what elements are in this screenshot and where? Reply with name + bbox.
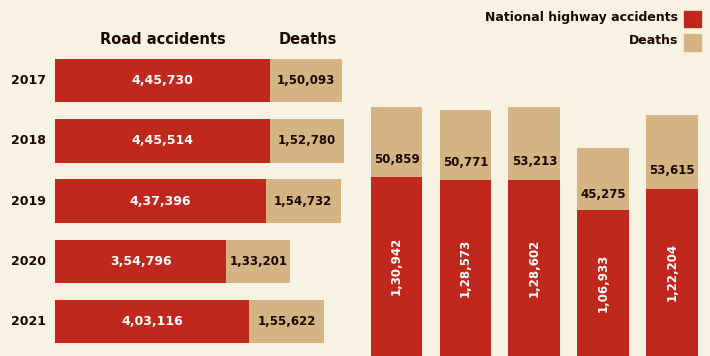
Bar xyxy=(55,300,249,344)
Text: 53,615: 53,615 xyxy=(649,164,695,177)
Text: 1,55,622: 1,55,622 xyxy=(258,315,316,328)
Text: 1,30,942: 1,30,942 xyxy=(390,237,403,295)
Bar xyxy=(439,180,491,356)
Text: 2020: 2020 xyxy=(11,255,46,268)
Text: 50,771: 50,771 xyxy=(442,156,488,169)
Text: 4,03,116: 4,03,116 xyxy=(121,315,183,328)
Text: 1,06,933: 1,06,933 xyxy=(596,254,610,312)
Text: 2021: 2021 xyxy=(11,315,46,328)
Text: 4,45,514: 4,45,514 xyxy=(131,134,193,147)
FancyBboxPatch shape xyxy=(684,34,701,51)
FancyBboxPatch shape xyxy=(684,11,701,27)
Text: 1,50,093: 1,50,093 xyxy=(277,74,335,87)
Bar xyxy=(55,59,270,102)
Bar xyxy=(646,115,698,189)
Bar xyxy=(270,119,344,163)
Text: 50,859: 50,859 xyxy=(373,153,420,166)
Text: 45,275: 45,275 xyxy=(580,188,626,200)
Text: 4,37,396: 4,37,396 xyxy=(130,195,191,208)
Bar xyxy=(226,240,290,283)
Text: 53,213: 53,213 xyxy=(512,155,557,168)
Bar xyxy=(249,300,324,344)
Text: 2017: 2017 xyxy=(11,74,46,87)
Text: Road accidents: Road accidents xyxy=(99,32,225,47)
Bar xyxy=(55,119,270,163)
Bar xyxy=(371,107,422,177)
Text: 1,33,201: 1,33,201 xyxy=(229,255,288,268)
Text: 3,54,796: 3,54,796 xyxy=(110,255,171,268)
Text: 4,45,730: 4,45,730 xyxy=(131,74,193,87)
Text: 1,22,204: 1,22,204 xyxy=(665,243,679,302)
Text: 1,54,732: 1,54,732 xyxy=(274,195,332,208)
Text: National highway accidents: National highway accidents xyxy=(486,11,678,24)
Bar xyxy=(508,180,560,356)
Bar xyxy=(55,240,226,283)
Text: 1,52,780: 1,52,780 xyxy=(278,134,336,147)
Text: Deaths: Deaths xyxy=(629,34,678,47)
Text: 2018: 2018 xyxy=(11,134,46,147)
Bar xyxy=(371,177,422,356)
Bar xyxy=(55,179,266,223)
Bar xyxy=(270,59,342,102)
Text: Deaths: Deaths xyxy=(278,32,337,47)
Bar xyxy=(266,179,341,223)
Bar xyxy=(577,148,629,210)
Text: 2019: 2019 xyxy=(11,195,46,208)
Text: 1,28,602: 1,28,602 xyxy=(528,239,541,297)
Text: 1,28,573: 1,28,573 xyxy=(459,239,472,297)
Bar xyxy=(508,107,560,180)
Bar xyxy=(577,210,629,356)
Bar xyxy=(646,189,698,356)
Bar xyxy=(439,110,491,180)
